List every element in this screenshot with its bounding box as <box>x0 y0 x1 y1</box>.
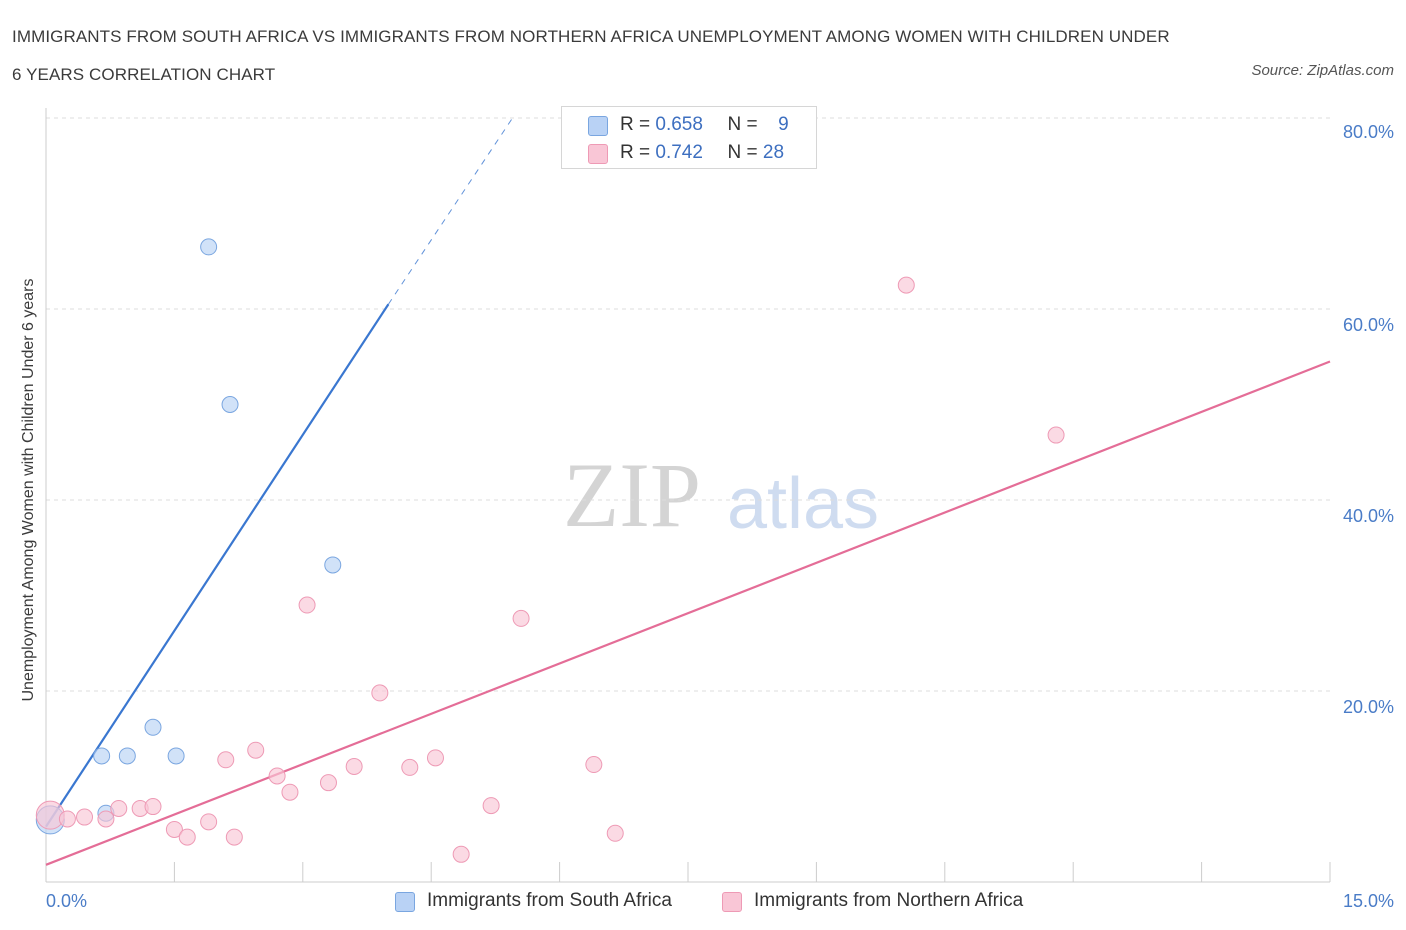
data-point-pink <box>1047 426 1065 444</box>
x-tick-label-max: 15.0% <box>1342 891 1394 911</box>
legend-r-label-north: R = <box>620 142 651 163</box>
legend-n-value-north: 28 <box>762 142 785 163</box>
data-point-pink <box>482 797 500 815</box>
data-point-pink <box>281 783 299 801</box>
data-point-pink <box>178 828 196 846</box>
data-point-pink <box>298 596 316 614</box>
data-point-blue <box>324 556 342 574</box>
data-point-pink <box>401 758 419 776</box>
data-point-pink <box>345 757 363 775</box>
data-point-pink <box>144 798 162 816</box>
legend-swatch-blue <box>588 116 608 136</box>
data-point-pink <box>512 609 530 627</box>
legend-n-label-north: N = <box>727 142 758 163</box>
data-point-blue <box>144 718 162 736</box>
trend-extension-blue <box>387 117 513 305</box>
stats-legend: R = 0.658 N = 9 R = 0.742 N = 28 <box>561 106 817 169</box>
x-tick-label-min: 0.0% <box>46 891 88 911</box>
data-point-pink <box>426 749 444 767</box>
legend-r-value-north: 0.742 <box>655 142 703 163</box>
data-point-pink <box>585 756 603 774</box>
data-point-blue <box>118 747 136 765</box>
watermark-zip: ZIP <box>563 444 701 546</box>
legend-swatch-pink <box>588 144 608 164</box>
legend-r-value-south: 0.658 <box>655 114 703 135</box>
data-point-pink <box>58 810 76 828</box>
y-tick-label-20: 20.0% <box>1342 697 1394 717</box>
trend-line-pink <box>45 360 1331 866</box>
trend-line-blue <box>45 303 390 828</box>
data-point-blue <box>200 238 218 256</box>
bottom-legend-label-south: Immigrants from South Africa <box>427 890 672 911</box>
data-point-blue <box>221 396 239 413</box>
data-point-pink <box>452 845 470 863</box>
y-tick-label-40: 40.0% <box>1342 506 1394 526</box>
data-point-pink <box>606 824 624 842</box>
data-point-pink <box>319 774 337 792</box>
watermark-atlas: atlas <box>727 464 879 544</box>
bottom-legend-swatch-blue <box>395 892 415 912</box>
data-point-pink <box>76 808 94 826</box>
data-point-pink <box>225 828 243 846</box>
data-point-blue <box>167 747 185 765</box>
bottom-legend-label-north: Immigrants from Northern Africa <box>754 890 1024 911</box>
chart-title: IMMIGRANTS FROM SOUTH AFRICA VS IMMIGRAN… <box>12 27 1170 84</box>
legend-n-value-south: 9 <box>778 114 789 135</box>
data-point-pink <box>217 751 235 769</box>
legend-n-label-south: N = <box>727 114 758 135</box>
data-point-pink <box>200 813 218 831</box>
bottom-legend-swatch-pink <box>722 892 742 912</box>
y-tick-label-60: 60.0% <box>1342 315 1394 335</box>
data-point-pink <box>165 820 183 838</box>
data-point-blue <box>93 747 111 765</box>
data-point-pink <box>247 741 265 759</box>
y-tick-label-80: 80.0% <box>1342 122 1394 142</box>
data-point-pink <box>268 767 286 785</box>
source-label: Source: ZipAtlas.com <box>1251 62 1394 79</box>
data-point-pink <box>97 810 115 828</box>
data-point-pink <box>110 799 128 817</box>
data-point-pink <box>897 276 915 294</box>
legend-r-label-south: R = <box>620 114 651 135</box>
data-point-pink <box>371 684 389 702</box>
